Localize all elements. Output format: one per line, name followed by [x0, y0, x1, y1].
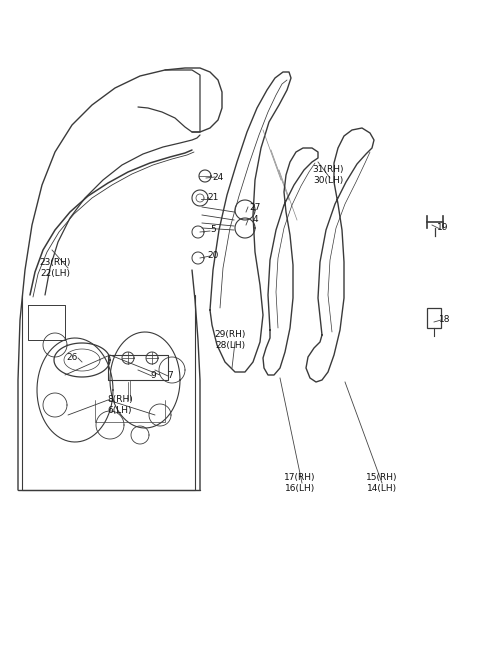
Text: 18: 18: [439, 316, 451, 325]
Text: 20: 20: [207, 251, 219, 260]
Text: 24: 24: [212, 173, 224, 182]
Text: 8(RH)
6(LH): 8(RH) 6(LH): [107, 396, 133, 415]
Text: 26: 26: [66, 354, 78, 363]
Text: 15(RH)
14(LH): 15(RH) 14(LH): [366, 473, 398, 493]
Text: 4: 4: [252, 216, 258, 224]
Text: 27: 27: [249, 203, 261, 211]
Text: 21: 21: [207, 194, 219, 203]
Text: 31(RH)
30(LH): 31(RH) 30(LH): [312, 165, 344, 185]
Text: 17(RH)
16(LH): 17(RH) 16(LH): [284, 473, 316, 493]
Text: 29(RH)
28(LH): 29(RH) 28(LH): [214, 331, 246, 350]
Bar: [427, 308, 441, 328]
Text: 23(RH)
22(LH): 23(RH) 22(LH): [39, 258, 71, 277]
Text: 7: 7: [167, 371, 173, 380]
Text: 19: 19: [437, 224, 449, 232]
Text: 5: 5: [210, 226, 216, 234]
Text: 9: 9: [150, 371, 156, 380]
